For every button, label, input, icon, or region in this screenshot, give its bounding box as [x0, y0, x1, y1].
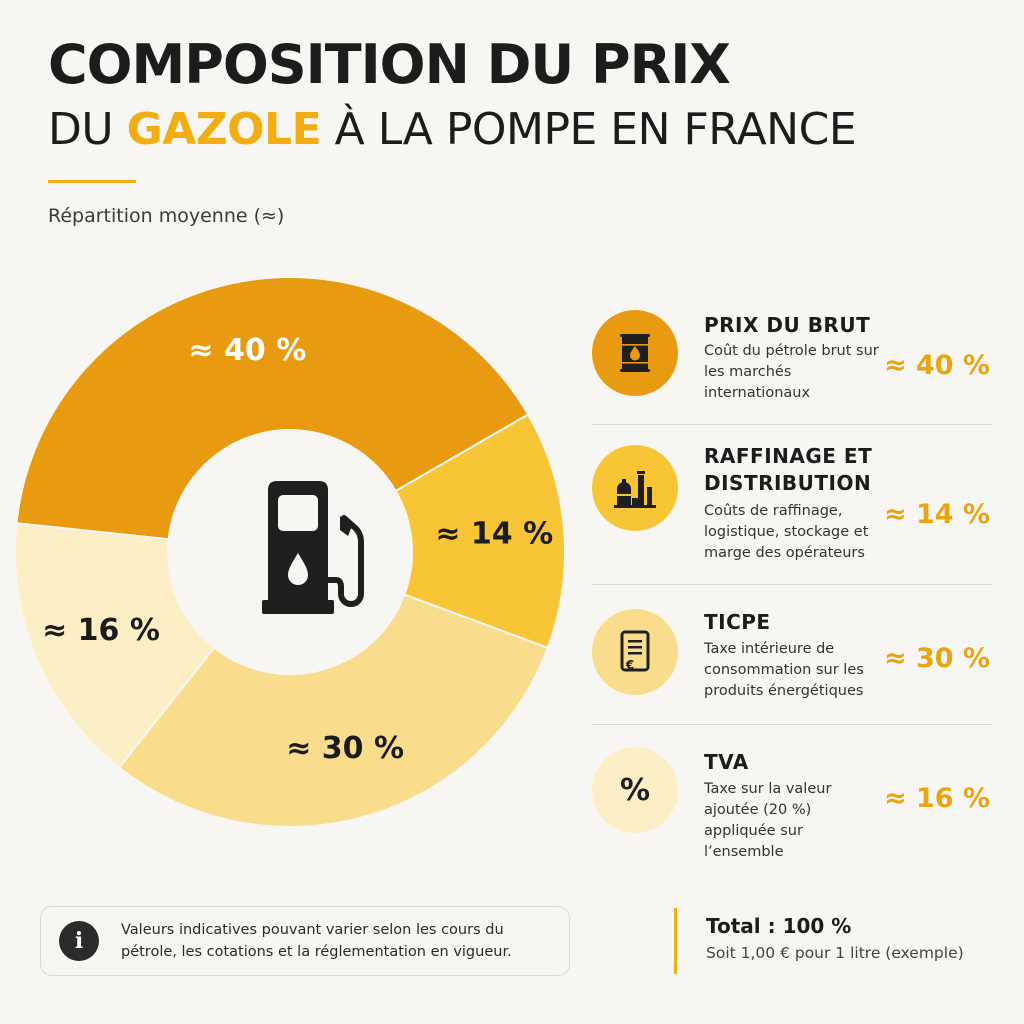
legend-title: RAFFINAGE ET DISTRIBUTION — [704, 444, 873, 495]
legend-description: Taxe sur la valeur ajoutée (20 %) appliq… — [704, 781, 832, 860]
total-subtitle: Soit 1,00 € pour 1 litre (exemple) — [706, 944, 964, 962]
legend-title: TVA — [704, 750, 749, 774]
title-prefix: DU — [48, 104, 127, 155]
page-title-line2: DU GAZOLE À LA POMPE EN FRANCE — [48, 108, 857, 152]
legend-icon-bg — [592, 445, 678, 531]
total-accent-bar — [674, 908, 677, 974]
legend-value: ≈ 30 % — [883, 643, 990, 674]
legend-description: Coûts de raffinage, logistique, stockage… — [704, 503, 869, 561]
legend-icon-bg — [592, 310, 678, 396]
legend-value: ≈ 16 % — [883, 783, 990, 814]
refinery-icon — [614, 471, 656, 508]
title-underline — [48, 180, 136, 183]
svg-text:€: € — [625, 658, 634, 672]
slice-label-3: ≈ 30 % — [286, 731, 404, 766]
legend-value: ≈ 40 % — [883, 350, 990, 381]
legend: PRIX DU BRUT Coût du pétrole brut sur le… — [592, 292, 992, 865]
disclaimer-note: i Valeurs indicatives pouvant varier sel… — [40, 906, 570, 976]
chart-slice-labels: ≈ 40 % ≈ 14 % ≈ 30 % ≈ 16 % — [42, 333, 553, 766]
legend-description: Taxe intérieure de consommation sur les … — [704, 641, 864, 699]
tax-document-euro-icon: € — [620, 630, 650, 672]
svg-text:%: % — [620, 773, 650, 808]
legend-icon-bg: % — [592, 747, 678, 833]
legend-icon-bg: € — [592, 609, 678, 695]
percent-icon: % — [620, 773, 650, 808]
legend-item-tva: % TVA Taxe sur la valeur ajoutée (20 %) … — [592, 725, 992, 865]
chart-slices — [14, 276, 566, 828]
donut-chart: ≈ 40 % ≈ 14 % ≈ 30 % ≈ 16 % — [14, 276, 566, 828]
legend-value: ≈ 14 % — [883, 499, 990, 530]
legend-item-prix-du-brut: PRIX DU BRUT Coût du pétrole brut sur le… — [592, 292, 992, 425]
legend-title: TICPE — [704, 610, 771, 634]
legend-description: Coût du pétrole brut sur les marchés int… — [704, 343, 879, 401]
slice-label-2: ≈ 14 % — [435, 516, 553, 551]
fuel-pump-icon — [262, 481, 364, 614]
legend-item-ticpe: € TICPE Taxe intérieure de consommation … — [592, 585, 992, 725]
disclaimer-text: Valeurs indicatives pouvant varier selon… — [121, 922, 512, 960]
legend-title: PRIX DU BRUT — [704, 313, 871, 337]
info-icon: i — [59, 921, 99, 961]
legend-item-raffinage: RAFFINAGE ET DISTRIBUTION Coûts de raffi… — [592, 425, 992, 585]
title-highlight: GAZOLE — [126, 104, 322, 155]
oil-barrel-icon — [620, 334, 650, 372]
slice-label-4: ≈ 16 % — [42, 613, 160, 648]
total-title: Total : 100 % — [706, 914, 852, 938]
slice-label-1: ≈ 40 % — [188, 333, 306, 368]
title-suffix: À LA POMPE EN FRANCE — [321, 104, 857, 155]
page-title: COMPOSITION DU PRIX — [48, 33, 731, 96]
chart-subtitle: Répartition moyenne (≈) — [48, 205, 285, 227]
